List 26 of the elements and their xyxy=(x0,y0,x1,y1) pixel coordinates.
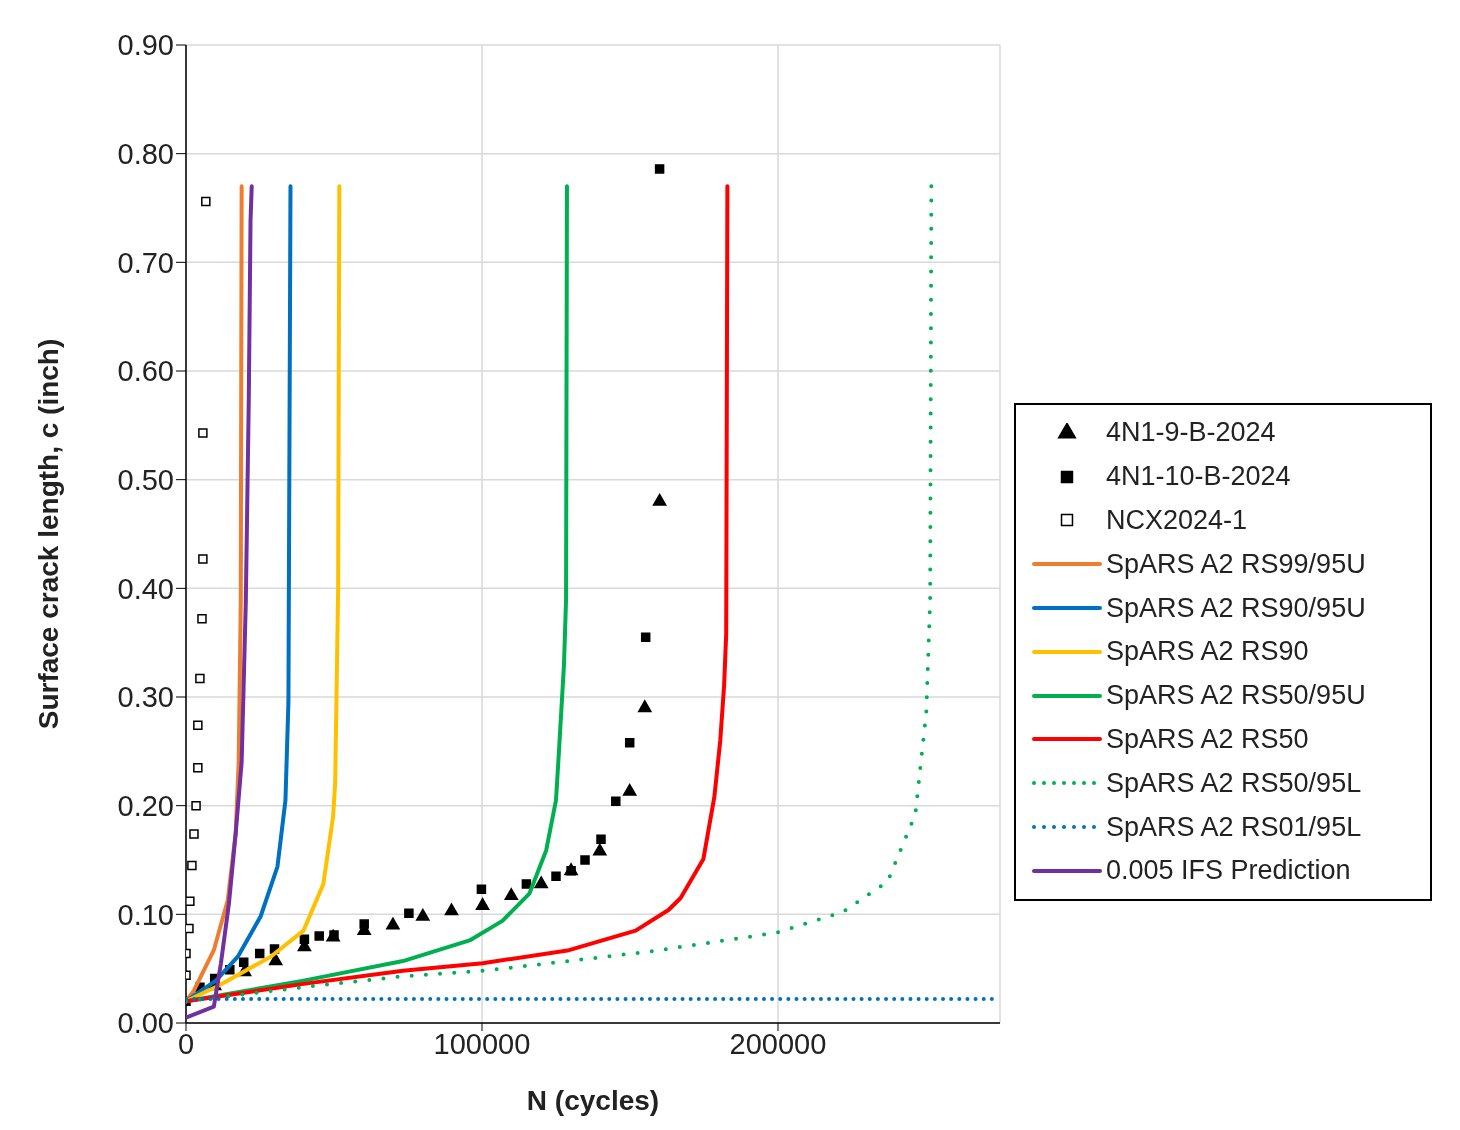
y-tick-label: 0.60 xyxy=(117,355,174,388)
x-tick-label: 200000 xyxy=(729,1027,827,1060)
y-tick-label: 0.70 xyxy=(117,246,174,279)
legend-label: SpARS A2 RS50/95U xyxy=(1106,680,1366,712)
legend-label: SpARS A2 RS50 xyxy=(1106,723,1309,755)
y-tick-label: 0.50 xyxy=(117,463,174,496)
legend-label: NCX2024-1 xyxy=(1106,504,1248,536)
y-tick-label: 0.20 xyxy=(117,789,174,822)
y-tick-label: 0.40 xyxy=(117,572,174,605)
y-axis-title: Surface crack length, c (inch) xyxy=(32,338,64,730)
legend-label: SpARS A2 RS90/95U xyxy=(1106,592,1366,624)
legend-label: SpARS A2 RS90 xyxy=(1106,636,1309,668)
y-tick-label: 0.90 xyxy=(117,29,174,62)
legend-label: 0.005 IFS Prediction xyxy=(1106,855,1351,887)
y-tick-label: 0.80 xyxy=(117,137,174,170)
legend-label: SpARS A2 RS99/95U xyxy=(1106,548,1366,580)
legend-label: 4N1-10-B-2024 xyxy=(1106,461,1291,493)
y-tick-label: 0.10 xyxy=(117,898,174,931)
legend-label: SpARS A2 RS01/95L xyxy=(1106,811,1362,843)
x-axis-title: N (cycles) xyxy=(526,1085,660,1116)
x-tick-label: 100000 xyxy=(433,1027,531,1060)
x-tick-label: 0 xyxy=(177,1027,195,1060)
y-tick-label: 0.30 xyxy=(117,681,174,714)
y-tick-label: 0.00 xyxy=(117,1007,174,1040)
legend-label: 4N1-9-B-2024 xyxy=(1106,417,1276,449)
legend-label: SpARS A2 RS50/95L xyxy=(1106,767,1362,799)
